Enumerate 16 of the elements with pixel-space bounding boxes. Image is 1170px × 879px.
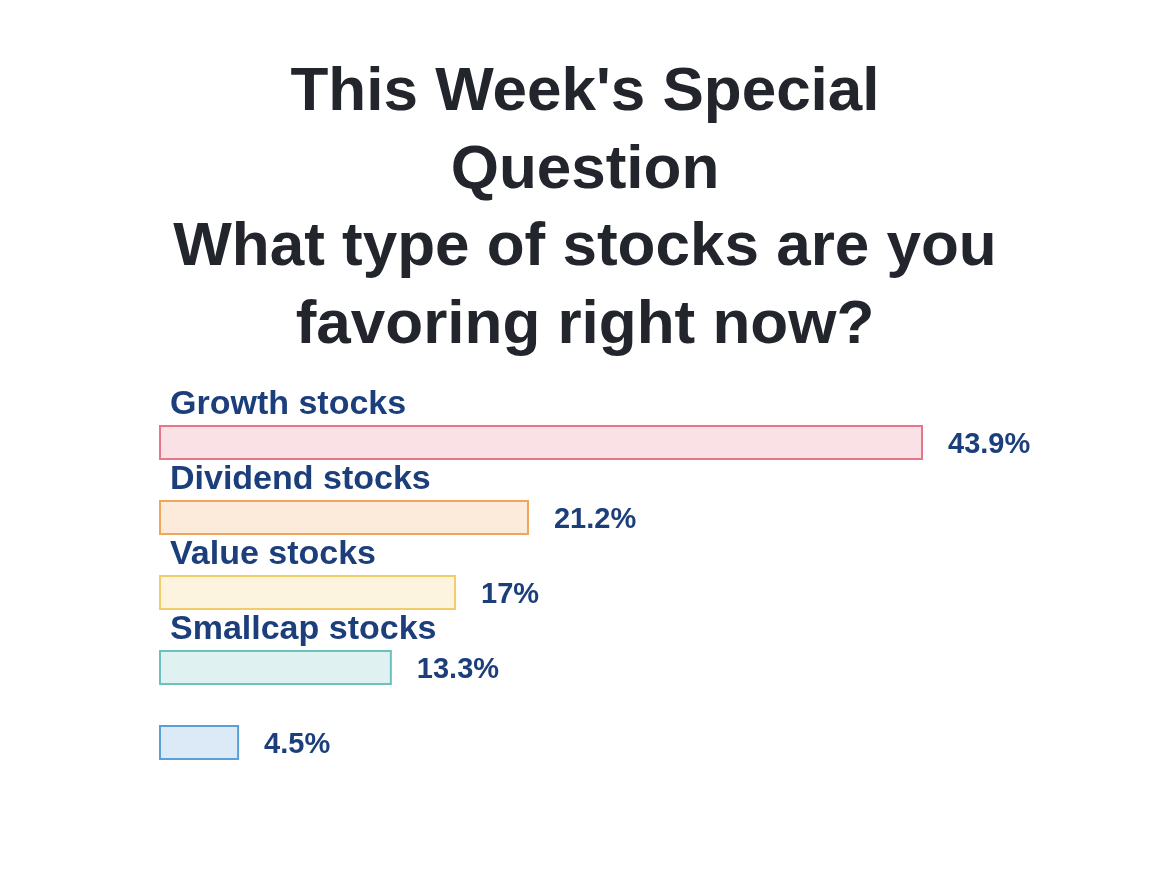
bar xyxy=(159,575,457,610)
bar xyxy=(159,425,923,460)
chart-subtitle: What type of stocks are you favoring right now? xyxy=(172,208,998,358)
y-tick-label: Dividend stocks xyxy=(170,458,431,496)
data-label: 43.9% xyxy=(948,426,1031,459)
bar xyxy=(159,725,240,760)
y-tick-label: Smallcap stocks xyxy=(170,608,437,646)
bar xyxy=(159,650,392,685)
data-label: 21.2% xyxy=(553,501,637,534)
bar xyxy=(159,500,529,535)
y-tick-label: Value stocks xyxy=(170,533,377,571)
chart-title: This Week's Special Question xyxy=(289,53,881,203)
data-label: 4.5% xyxy=(264,726,331,759)
y-tick-label: Growth stocks xyxy=(170,383,407,421)
data-label: 17% xyxy=(481,576,540,609)
data-label: 13.3% xyxy=(416,651,500,684)
